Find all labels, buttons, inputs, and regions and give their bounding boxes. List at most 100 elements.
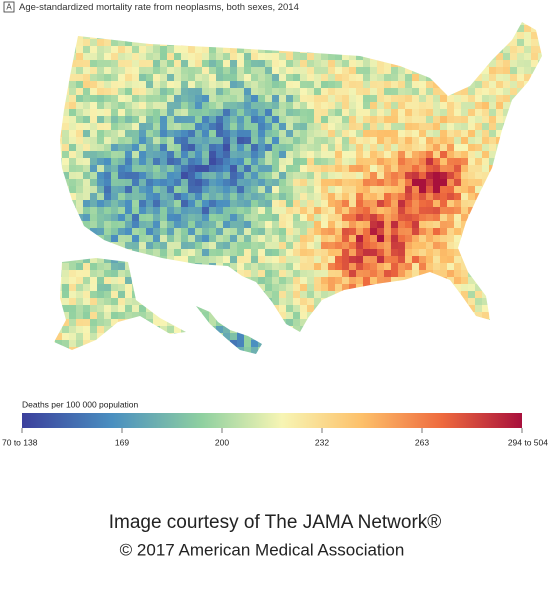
county-cell	[216, 249, 223, 256]
county-cell	[398, 88, 405, 95]
county-cell	[125, 242, 132, 249]
county-cell	[321, 186, 328, 193]
county-cell	[167, 109, 174, 116]
county-cell	[300, 109, 307, 116]
county-cell	[132, 88, 139, 95]
county-cell	[62, 165, 69, 172]
county-cell	[349, 221, 356, 228]
county-cell	[139, 74, 146, 81]
county-cell	[258, 60, 265, 67]
county-cell	[412, 22, 419, 25]
county-cell	[223, 130, 230, 137]
county-cell	[237, 277, 244, 284]
county-cell	[286, 81, 293, 88]
county-cell	[440, 116, 447, 123]
county-cell	[209, 333, 216, 340]
county-cell	[468, 312, 475, 319]
county-cell	[447, 81, 454, 88]
county-cell	[265, 53, 272, 60]
county-cell	[139, 256, 146, 263]
county-cell	[454, 144, 461, 151]
county-cell	[286, 305, 293, 312]
county-cell	[356, 291, 363, 298]
county-cell	[384, 326, 391, 333]
county-cell	[377, 39, 384, 46]
county-cell	[517, 347, 524, 354]
county-cell	[209, 116, 216, 123]
county-cell	[538, 102, 542, 109]
county-cell	[370, 186, 377, 193]
county-cell	[391, 193, 398, 200]
county-cell	[517, 67, 524, 74]
county-cell	[223, 326, 230, 333]
county-cell	[496, 25, 503, 32]
county-cell	[258, 95, 265, 102]
county-cell	[405, 284, 412, 291]
county-cell	[139, 221, 146, 228]
county-cell	[83, 270, 90, 277]
county-cell	[139, 347, 146, 354]
county-cell	[202, 221, 209, 228]
county-cell	[125, 186, 132, 193]
county-cell	[433, 158, 440, 165]
county-cell	[167, 144, 174, 151]
county-cell	[174, 158, 181, 165]
county-cell	[398, 270, 405, 277]
county-cell	[209, 158, 216, 165]
county-cell	[195, 333, 202, 340]
county-cell	[503, 116, 510, 123]
county-cell	[321, 39, 328, 46]
county-cell	[454, 123, 461, 130]
county-cell	[153, 22, 160, 25]
county-cell	[111, 172, 118, 179]
county-cell	[370, 312, 377, 319]
county-cell	[524, 263, 531, 270]
county-cell	[104, 340, 111, 347]
county-cell	[90, 277, 97, 284]
county-cell	[475, 144, 482, 151]
county-cell	[398, 144, 405, 151]
county-cell	[153, 200, 160, 207]
county-cell	[433, 256, 440, 263]
county-cell	[384, 151, 391, 158]
county-cell	[531, 102, 538, 109]
county-cell	[104, 326, 111, 333]
county-cell	[118, 242, 125, 249]
county-cell	[321, 291, 328, 298]
county-cell	[279, 305, 286, 312]
county-cell	[83, 284, 90, 291]
county-cell	[160, 193, 167, 200]
county-cell	[139, 137, 146, 144]
county-cell	[489, 221, 496, 228]
county-cell	[531, 270, 538, 277]
county-cell	[139, 319, 146, 326]
county-cell	[321, 165, 328, 172]
county-cell	[237, 333, 244, 340]
county-cell	[384, 242, 391, 249]
county-cell	[139, 312, 146, 319]
county-cell	[440, 172, 447, 179]
county-cell	[433, 186, 440, 193]
county-cell	[286, 249, 293, 256]
county-cell	[146, 305, 153, 312]
county-cell	[419, 221, 426, 228]
county-cell	[279, 326, 286, 333]
county-cell	[314, 186, 321, 193]
county-cell	[489, 340, 496, 347]
county-cell	[496, 53, 503, 60]
county-cell	[244, 137, 251, 144]
county-cell	[202, 22, 209, 25]
county-cell	[209, 151, 216, 158]
county-cell	[538, 347, 542, 354]
county-cell	[139, 172, 146, 179]
county-cell	[69, 25, 76, 32]
county-cell	[132, 130, 139, 137]
county-cell	[363, 228, 370, 235]
county-cell	[335, 116, 342, 123]
county-cell	[524, 256, 531, 263]
county-cell	[307, 46, 314, 53]
county-cell	[286, 207, 293, 214]
county-cell	[335, 22, 342, 25]
county-cell	[503, 53, 510, 60]
county-cell	[237, 291, 244, 298]
